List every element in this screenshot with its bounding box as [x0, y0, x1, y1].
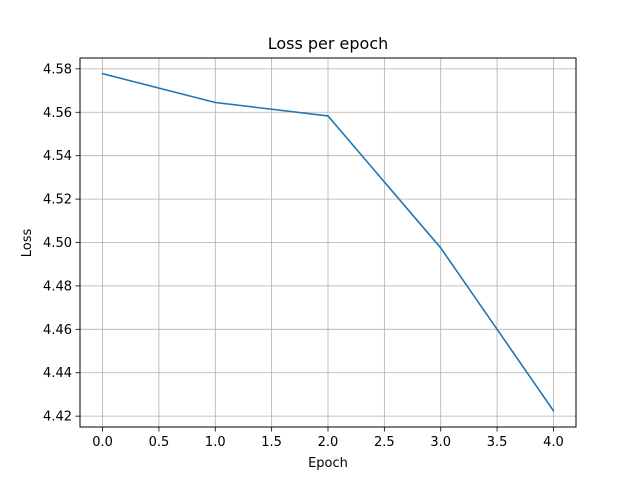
y-tick-label: 4.50	[43, 236, 72, 251]
x-tick-label: 3.0	[430, 435, 451, 450]
y-tick-label: 4.54	[43, 149, 72, 164]
x-tick-label: 3.5	[487, 435, 508, 450]
y-tick-label: 4.48	[43, 279, 72, 294]
x-axis-label: Epoch	[308, 456, 348, 471]
x-tick-label: 1.5	[261, 435, 282, 450]
x-tick-label: 2.5	[374, 435, 395, 450]
x-tick-label: 2.0	[318, 435, 339, 450]
chart-title: Loss per epoch	[268, 34, 389, 53]
series-line-loss	[101, 72, 555, 412]
y-tick-label: 4.44	[43, 366, 72, 381]
y-tick-label: 4.46	[43, 323, 72, 338]
y-axis-label: Loss	[20, 229, 35, 258]
y-tick-label: 4.58	[43, 62, 72, 77]
grid	[80, 58, 576, 427]
y-tick-label: 4.56	[43, 106, 72, 121]
y-tick-label: 4.42	[43, 410, 72, 425]
x-axis-ticks: 0.0 0.5 1.0 1.5 2.0 2.5 3.0 3.5 4.0	[92, 427, 564, 450]
x-tick-label: 0.5	[149, 435, 170, 450]
x-tick-label: 0.0	[92, 435, 113, 450]
y-axis-ticks: 4.42 4.44 4.46 4.48 4.50 4.52 4.54 4.56 4.58	[43, 62, 80, 425]
series-layer	[101, 72, 555, 412]
x-tick-label: 4.0	[543, 435, 564, 450]
x-tick-label: 1.0	[205, 435, 226, 450]
y-tick-label: 4.52	[43, 193, 72, 208]
